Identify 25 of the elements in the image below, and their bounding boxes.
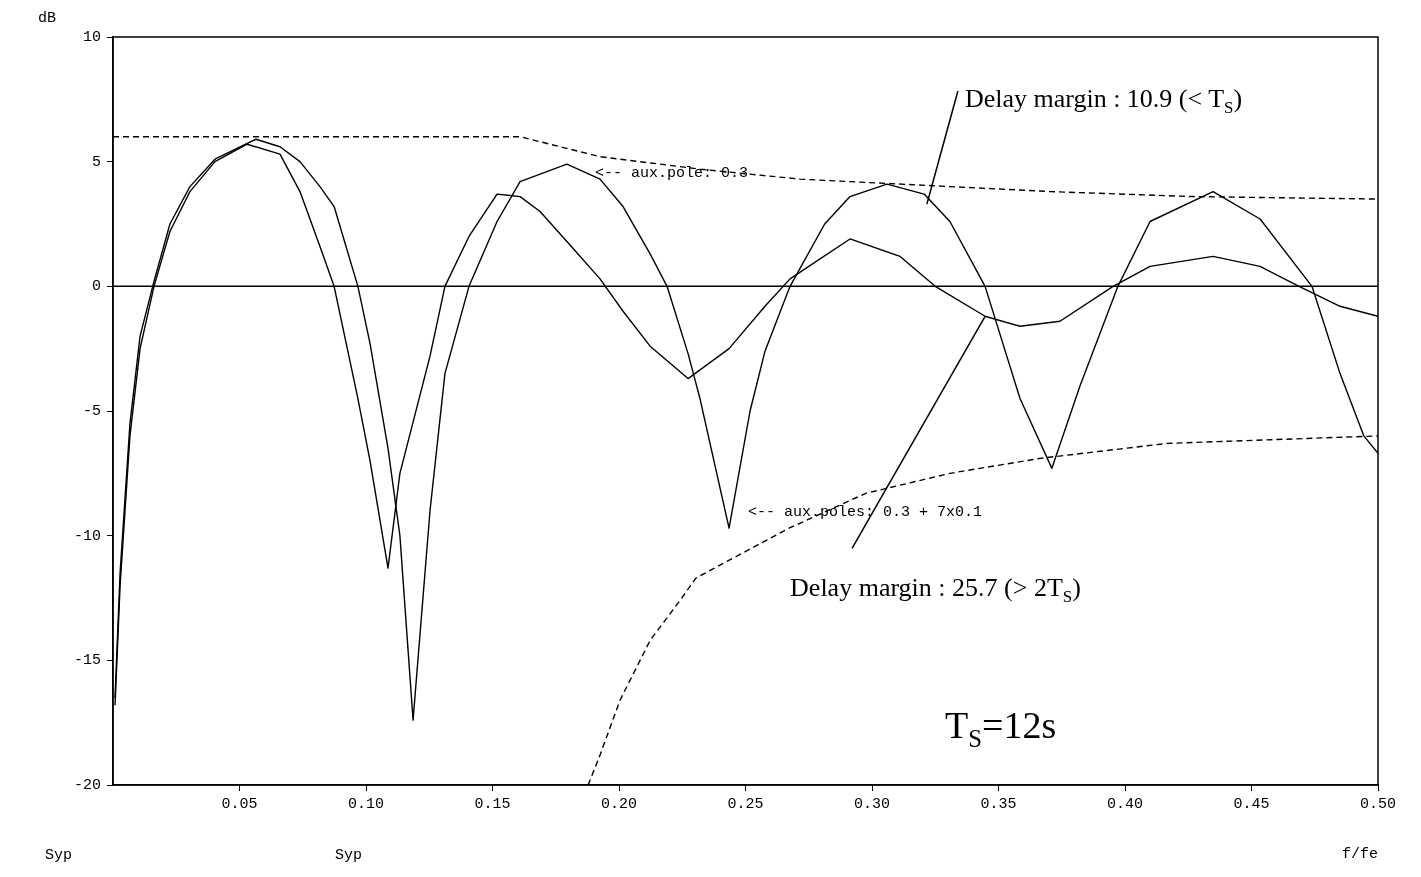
y-tick-label: 5	[91, 153, 101, 171]
annotation: T$_{S}$=12s	[945, 703, 1057, 752]
y-tick-label: -15	[73, 652, 101, 670]
x-tick-label: 0.50	[1359, 795, 1397, 813]
y-tick-label: -20	[73, 776, 101, 794]
x-tick-label: 0.40	[1106, 795, 1144, 813]
annotation: Delay margin : 10.9 (< T$_{S}$)	[964, 83, 1243, 117]
y-tick-label: -10	[73, 527, 101, 545]
y-tick-label: 0	[91, 278, 101, 296]
x-tick-label: 0.15	[474, 795, 511, 813]
y-tick-label: -5	[82, 402, 101, 420]
x-tick-label: 0.10	[347, 795, 385, 813]
x-tick-label: 0.30	[853, 795, 891, 813]
x-tick-label: 0.20	[600, 795, 638, 813]
text: Syp	[45, 846, 73, 864]
x-tick-label: 0.45	[1233, 795, 1270, 813]
annotation: <-- aux.poles: 0.3 + 7x0.1	[748, 503, 983, 521]
y-axis-title: dB	[38, 10, 57, 27]
annotation: Delay margin : 25.7 (> 2T$_{S}$)	[790, 572, 1081, 606]
x-tick-label: 0.35	[980, 795, 1017, 813]
text: Syp	[335, 846, 363, 864]
y-tick-label: 10	[82, 28, 101, 46]
x-axis-title: f/fe	[1341, 846, 1378, 863]
x-tick-label: 0.05	[221, 795, 258, 813]
x-tick-label: 0.25	[727, 795, 764, 813]
